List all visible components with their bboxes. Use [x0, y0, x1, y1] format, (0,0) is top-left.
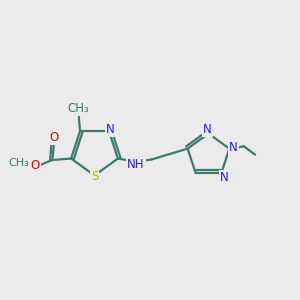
Text: N: N	[106, 123, 114, 136]
Text: CH₃: CH₃	[68, 102, 89, 115]
Text: N: N	[203, 123, 212, 136]
Text: CH₃: CH₃	[8, 158, 29, 168]
Text: S: S	[91, 170, 98, 184]
Text: NH: NH	[127, 158, 145, 171]
Text: O: O	[50, 131, 58, 144]
Text: N: N	[229, 141, 238, 154]
Text: O: O	[31, 159, 40, 172]
Text: N: N	[220, 170, 229, 184]
